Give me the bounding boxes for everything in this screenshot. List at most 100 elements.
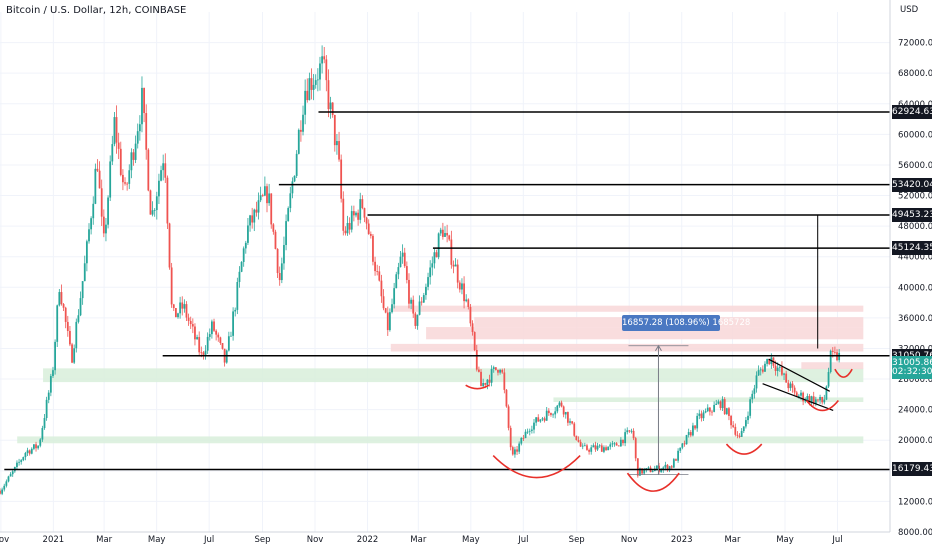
candle-body (37, 445, 40, 449)
candle-body (681, 443, 684, 448)
candle-body (206, 336, 209, 351)
candle-body (482, 383, 485, 387)
candle-body (263, 186, 266, 196)
candle-body (338, 141, 340, 160)
candle-body (18, 461, 20, 463)
candle-body (696, 415, 699, 429)
candle-body (656, 465, 658, 469)
candle-body (812, 396, 815, 405)
price-zone (390, 343, 864, 352)
candle-body (469, 306, 472, 324)
candle-body (183, 304, 186, 309)
candle-body (363, 208, 366, 218)
candle-body (236, 281, 239, 310)
candle-body (668, 466, 671, 471)
candle-body (270, 193, 273, 225)
candle-body (62, 304, 65, 308)
wedge-lower-line (762, 383, 834, 411)
candle-body (761, 369, 764, 372)
candle-body (522, 437, 525, 439)
candle-body (524, 431, 527, 439)
x-tick-label: Mar (410, 535, 427, 545)
candle-body (397, 267, 400, 275)
candle-body (613, 443, 616, 445)
candle-body (579, 441, 582, 447)
candle-body (302, 114, 304, 132)
candle-body (660, 469, 663, 472)
candle-body (141, 87, 143, 125)
candle-body (817, 399, 819, 401)
candle-body (151, 210, 154, 215)
candle-body (60, 292, 63, 305)
candlestick-series (0, 45, 841, 496)
candle-body (507, 406, 510, 428)
candle-body (630, 430, 633, 432)
y-tick-label: 24000.00 (898, 406, 932, 416)
price-axis[interactable]: 8000.0012000.0016000.0020000.0024000.002… (889, 0, 932, 550)
candle-body (808, 395, 811, 404)
candle-body (725, 408, 728, 415)
candle-body (158, 180, 160, 197)
candle-body (831, 350, 834, 352)
time-axis[interactable]: Nov 2021 Mar May Jul Sep Nov 2022 Mar May Jul Sep No… (0, 531, 890, 545)
candle-body (79, 298, 82, 316)
candle-body (153, 210, 156, 211)
candle-body (384, 308, 387, 313)
candle-body (185, 304, 188, 318)
candle-body (785, 373, 788, 383)
candle-body (7, 476, 10, 482)
candle-body (107, 197, 109, 225)
candle-body (306, 90, 309, 101)
candle-body (520, 437, 523, 444)
candle-body (69, 330, 71, 345)
candle-body (240, 261, 243, 272)
candle-body (274, 231, 277, 249)
candle-body (280, 263, 283, 281)
y-tick-label: 12000.00 (898, 497, 932, 507)
candle-body (435, 252, 438, 258)
x-tick-label: May (148, 535, 166, 545)
candle-body (745, 420, 747, 427)
level-price-tag: 45124.35 (892, 241, 932, 256)
candle-body (124, 182, 126, 184)
candle-body (766, 359, 768, 364)
candle-body (537, 417, 540, 422)
candle-body (547, 410, 550, 414)
horizontal-levels[interactable] (4, 111, 890, 471)
candle-body (344, 230, 347, 234)
candle-body (603, 447, 605, 452)
candle-body (823, 399, 826, 403)
candle-body (211, 321, 213, 335)
candle-body (374, 261, 376, 272)
candle-body (83, 263, 86, 282)
candle-body (155, 196, 158, 211)
y-tick-label: 48000.00 (898, 222, 932, 232)
pattern-drawings[interactable] (465, 215, 853, 492)
candle-body (52, 370, 54, 377)
candle-body (425, 286, 427, 296)
candle-body (71, 344, 73, 363)
candle-body (221, 343, 224, 349)
candle-body (747, 415, 749, 421)
level-price-tag: 49453.23 (892, 208, 932, 222)
candle-body (416, 314, 419, 326)
candle-body (414, 313, 417, 326)
candle-body (11, 471, 14, 475)
x-tick-label: Nov (307, 535, 324, 545)
y-tick-label: 28000.00 (898, 375, 932, 385)
candle-body (619, 439, 622, 447)
candle-body (109, 161, 112, 198)
candle-body (304, 90, 307, 115)
candle-body (331, 102, 334, 116)
candle-body (791, 383, 794, 388)
candle-body (85, 241, 88, 264)
candle-body (562, 406, 565, 415)
candle-body (111, 144, 114, 162)
candle-body (380, 280, 383, 297)
candle-body (454, 264, 457, 267)
y-tick-label: 56000.00 (898, 161, 932, 171)
candle-body (202, 352, 205, 355)
candle-body (357, 212, 360, 220)
candle-body (234, 309, 237, 312)
